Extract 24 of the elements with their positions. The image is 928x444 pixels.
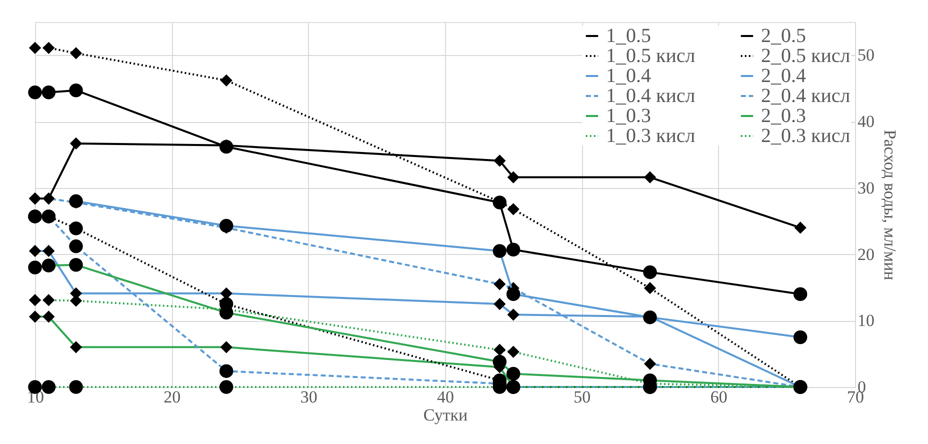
legend-label: 1_0.5 кисл [606, 45, 696, 67]
legend-label: 2_0.4 кисл [761, 85, 850, 107]
x-tick-label: 40 [437, 388, 454, 406]
x-tick-label: 60 [710, 388, 728, 406]
y-tick-label: 40 [858, 112, 874, 132]
y-tick-label: 50 [858, 46, 874, 65]
legend-label: 1_0.3 кисл [606, 125, 696, 147]
legend-label: 2_0.4 [761, 65, 806, 87]
legend-label: 2_0.3 [761, 105, 806, 127]
legend-label: 2_0.3 кисл [761, 125, 850, 147]
legend-label: 1_0.4 кисл [606, 85, 696, 107]
x-tick-label: 20 [164, 388, 181, 406]
legend-label: 2_0.5 кисл [761, 45, 850, 67]
legend-label: 1_0.3 [606, 105, 651, 127]
y-tick-label: 30 [858, 178, 874, 198]
legend-label: 1_0.5 [606, 25, 651, 47]
y-axis-title: Расход воды, мл/мин [880, 130, 900, 280]
x-tick-label: 50 [574, 388, 591, 406]
y-tick-label: 10 [858, 311, 874, 330]
legend-label: 1_0.4 [606, 65, 651, 87]
x-tick-label: 30 [300, 388, 318, 406]
legend-label: 2_0.5 [761, 25, 806, 47]
x-axis-title: Сутки [423, 406, 468, 424]
y-tick-label: 20 [858, 244, 874, 264]
